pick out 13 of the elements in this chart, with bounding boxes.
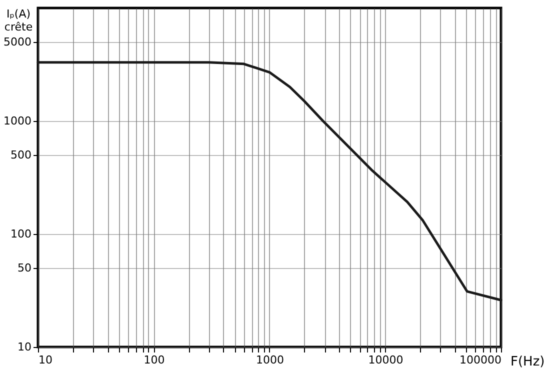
y-axis-title: Iₚ(A) crête xyxy=(4,8,33,34)
x-tick-label: 100000 xyxy=(460,354,502,366)
x-tick-label: 10000 xyxy=(368,354,404,366)
y-tick-label: 100 xyxy=(10,228,32,240)
y-tick-label: 5000 xyxy=(4,36,32,49)
x-tick-label: 1000 xyxy=(256,354,284,366)
y-tick-label: 50 xyxy=(18,262,32,275)
y-tick-label: 10 xyxy=(18,340,32,354)
x-tick-label: 10 xyxy=(38,354,52,366)
y-tick-label: 1000 xyxy=(4,114,32,128)
y-tick-label: 500 xyxy=(10,148,32,162)
x-axis-title: F(Hz) xyxy=(510,354,545,370)
x-tick-label: 100 xyxy=(144,354,165,366)
